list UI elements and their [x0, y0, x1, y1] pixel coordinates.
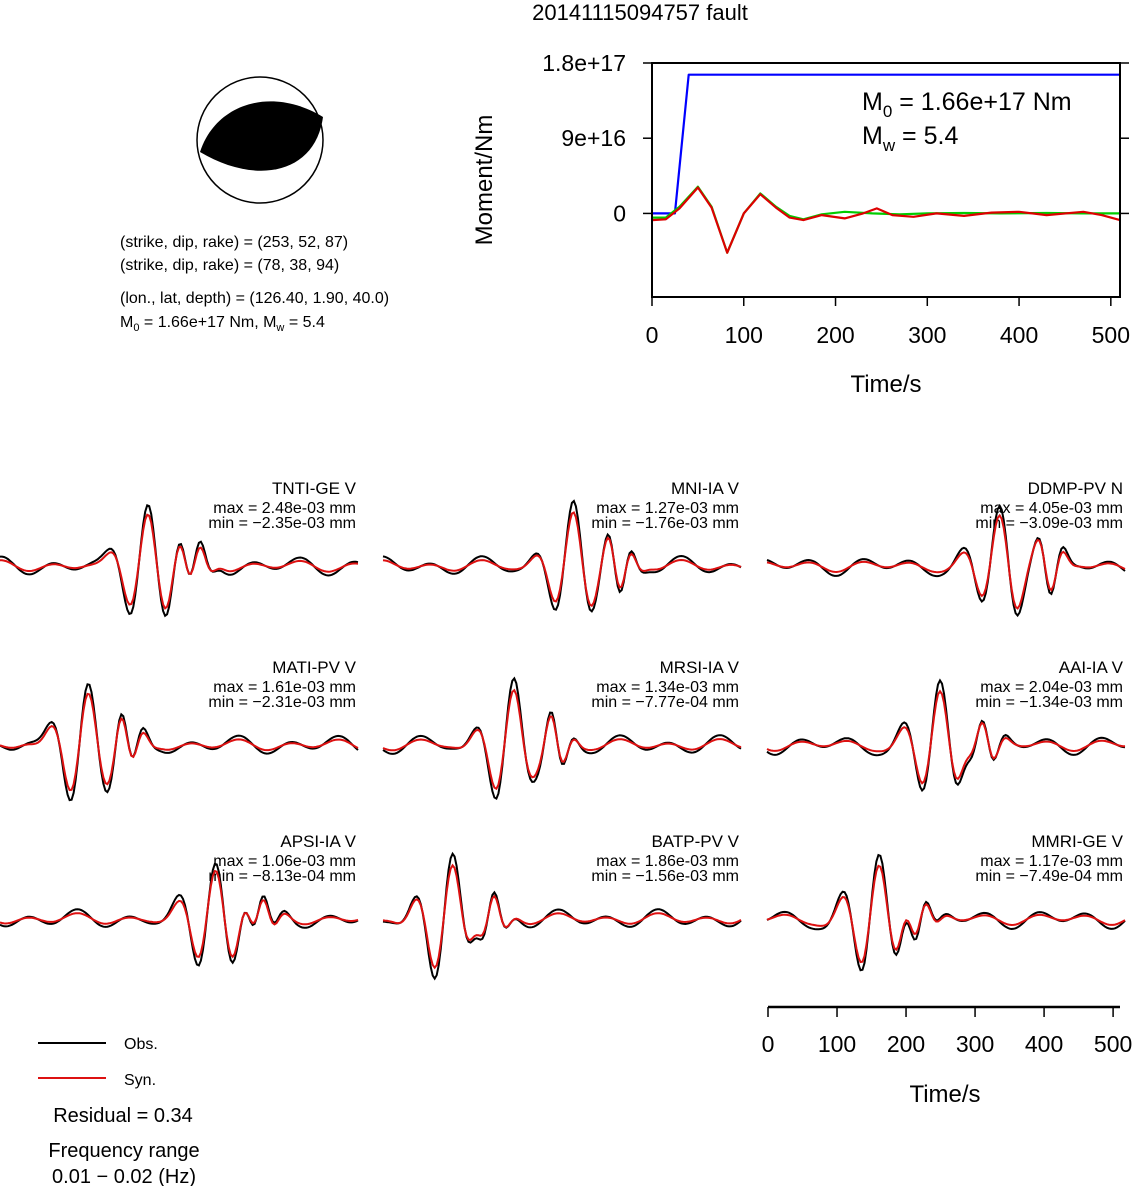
station-name: BATP-PV V [651, 832, 739, 851]
time-axis-tick-label: 300 [956, 1031, 994, 1057]
syn-waveform [382, 511, 742, 608]
moment-ytick-label: 0 [613, 200, 626, 226]
moment-ytick-label: 1.8e+17 [542, 50, 626, 76]
moment-mw-label: Mw = 5.4 [862, 122, 958, 155]
legend-syn-label: Syn. [124, 1072, 156, 1089]
syn-waveform [766, 864, 1126, 964]
figure-title: 20141115094757 fault [532, 0, 748, 25]
focal-mechanism-beachball [196, 76, 324, 204]
moment-xtick-label: 500 [1092, 322, 1130, 348]
frequency-label: Frequency range [48, 1140, 199, 1162]
time-axis-tick-label: 500 [1094, 1031, 1132, 1057]
moment-ylabel: Moment/Nm [471, 115, 498, 246]
station-min: min = −7.77e-04 mm [591, 694, 739, 711]
moment-plot-frame [651, 62, 1121, 298]
waveform-xlabel: Time/s [909, 1081, 980, 1108]
moment-m0-label: M0 = 1.66e+17 Nm [862, 88, 1072, 121]
moment-series-0 [652, 73, 1120, 215]
station-name: MATI-PV V [272, 658, 356, 677]
moment-xtick-label: 200 [816, 322, 854, 348]
time-axis-tick-label: 400 [1025, 1031, 1063, 1057]
station-name: APSI-IA V [280, 832, 356, 851]
obs-waveform [766, 503, 1126, 618]
station-name: MMRI-GE V [1031, 832, 1123, 851]
station-max: max = 1.34e-03 mm [596, 679, 739, 696]
moment-series-2 [651, 186, 1121, 254]
beachball-m0-mw-line: M0 = 1.66e+17 Nm, Mw = 5.4 [120, 314, 325, 334]
moment-xtick-label: 300 [908, 322, 946, 348]
beachball-line-1: (strike, dip, rake) = (253, 52, 87) [120, 234, 348, 251]
syn-waveform [0, 692, 359, 792]
legend: Obs. Syn. [38, 1036, 158, 1089]
moment-chart: 0 100 200 300 400 500 0 9e+16 1.8e+17 M0 = 1.66e… [471, 50, 1130, 398]
station-max: max = 1.17e-03 mm [980, 853, 1123, 870]
station-min: min = −2.35e-03 mm [208, 515, 356, 532]
syn-waveform [0, 513, 359, 610]
syn-waveform [382, 863, 742, 970]
station-name: MRSI-IA V [660, 658, 740, 677]
station-max: max = 1.06e-03 mm [213, 853, 356, 870]
beachball-line-2: (strike, dip, rake) = (78, 38, 94) [120, 257, 339, 274]
syn-waveform [766, 513, 1126, 610]
station-min: min = −7.49e-04 mm [975, 868, 1123, 885]
station-name: MNI-IA V [671, 479, 740, 498]
station-max: max = 1.61e-03 mm [213, 679, 356, 696]
moment-xtick-label: 400 [1000, 322, 1038, 348]
legend-obs-label: Obs. [124, 1036, 158, 1053]
moment-xtick-label: 100 [725, 322, 763, 348]
moment-ytick-label: 9e+16 [561, 125, 626, 151]
station-name: TNTI-GE V [272, 479, 357, 498]
syn-waveform [382, 688, 742, 791]
station-min: min = −3.09e-03 mm [975, 515, 1123, 532]
station-min: min = −8.13e-04 mm [208, 868, 356, 885]
moment-series-1 [652, 185, 1120, 254]
station-min: min = −1.76e-03 mm [591, 515, 739, 532]
moment-xlabel: Time/s [850, 371, 921, 398]
time-axis-tick-label: 100 [818, 1031, 856, 1057]
station-max: max = 1.86e-03 mm [596, 853, 739, 870]
station-max: max = 1.27e-03 mm [596, 500, 739, 517]
station-min: min = −1.56e-03 mm [591, 868, 739, 885]
residual-label: Residual = 0.34 [53, 1105, 193, 1127]
station-max: max = 4.05e-03 mm [980, 500, 1123, 517]
time-axis-tick-label: 200 [887, 1031, 925, 1057]
moment-xtick-label: 0 [646, 322, 659, 348]
station-max: max = 2.48e-03 mm [213, 500, 356, 517]
frequency-range: 0.01 − 0.02 (Hz) [52, 1166, 196, 1186]
beachball-line-3: (lon., lat, depth) = (126.40, 1.90, 40.0… [120, 290, 389, 307]
syn-waveform [766, 689, 1126, 785]
station-min: min = −1.34e-03 mm [975, 694, 1123, 711]
time-axis-tick-label: 0 [762, 1031, 775, 1057]
syn-waveform [0, 869, 359, 959]
station-name: DDMP-PV N [1028, 479, 1123, 498]
station-max: max = 2.04e-03 mm [980, 679, 1123, 696]
station-name: AAI-IA V [1059, 658, 1124, 677]
station-min: min = −2.31e-03 mm [208, 694, 356, 711]
waveform-time-axis: 0 100 200 300 400 500 [762, 1005, 1132, 1057]
obs-waveform [382, 676, 742, 801]
